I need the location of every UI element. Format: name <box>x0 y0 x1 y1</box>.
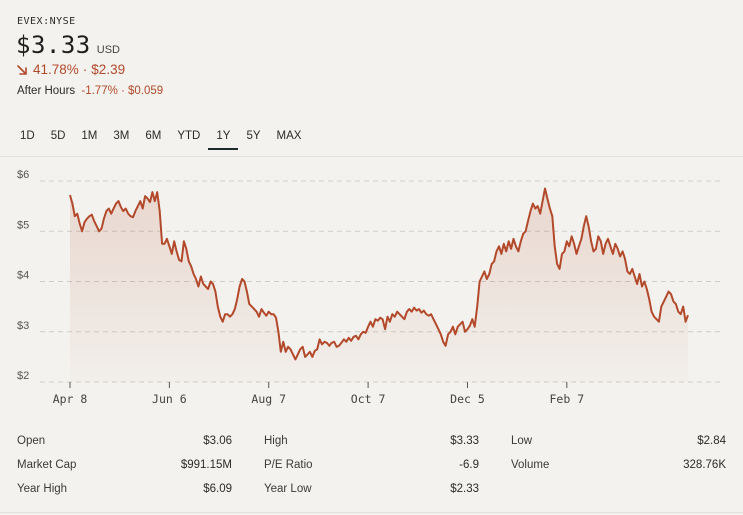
stat-label: Open <box>17 435 46 447</box>
y-tick-label: $2 <box>17 370 29 382</box>
tab-ytd[interactable]: YTD <box>177 130 201 142</box>
tab-1m[interactable]: 1M <box>81 130 98 142</box>
price-chart[interactable]: $6 $5 $4 $3 $2 Apr 8 Jun 6 Aug 7 Oct 7 Dec 5 Feb … <box>0 160 743 415</box>
stat-market-cap: Market Cap $991.15M <box>17 459 232 471</box>
tab-1y[interactable]: 1Y <box>208 128 239 150</box>
stat-high: High $3.33 <box>264 435 479 447</box>
after-hours: After Hours -1.77% · $0.059 <box>17 85 163 97</box>
stat-year-low: Year Low $2.33 <box>264 483 479 495</box>
range-tabs: 1D 5D 1M 3M 6M YTD 1Y 5Y MAX <box>12 128 309 150</box>
x-tick-label: Dec 5 <box>450 392 485 406</box>
stat-value: $991.15M <box>180 459 232 471</box>
tab-3m[interactable]: 3M <box>113 130 130 142</box>
arrow-down-right-icon <box>17 64 27 75</box>
x-tick-label: Jun 6 <box>152 392 187 406</box>
tabs-divider <box>0 156 743 157</box>
bottom-divider <box>0 512 743 513</box>
stats-row: Year High $6.09 Year Low $2.33 <box>17 477 726 501</box>
stat-label: Low <box>511 435 533 447</box>
stat-value: $2.33 <box>450 483 479 495</box>
price-area-fill <box>70 188 688 382</box>
stats-row: Open $3.06 High $3.33 Low $2.84 <box>17 429 726 453</box>
currency-label: USD <box>96 44 120 56</box>
price-change: 41.78% · $2.39 <box>16 62 125 77</box>
tab-6m[interactable]: 6M <box>145 130 162 142</box>
stat-label: P/E Ratio <box>264 459 313 471</box>
x-tick-label: Apr 8 <box>53 392 88 406</box>
after-hours-label: After Hours <box>17 85 76 97</box>
x-tick-label: Oct 7 <box>351 392 386 406</box>
y-tick-label: $3 <box>17 320 29 332</box>
y-tick-label: $6 <box>17 169 29 181</box>
after-hours-change: -1.77% · $0.059 <box>81 85 164 97</box>
stat-volume: Volume 328.76K <box>511 459 726 471</box>
stat-low: Low $2.84 <box>511 435 726 447</box>
y-tick-label: $4 <box>17 270 29 282</box>
tab-5y[interactable]: 5Y <box>246 130 261 142</box>
tab-max[interactable]: MAX <box>276 130 302 142</box>
change-percent: 41.78% <box>33 62 79 77</box>
stat-open: Open $3.06 <box>17 435 232 447</box>
price-row: $3.33 USD <box>16 31 120 59</box>
stat-label: High <box>264 435 288 447</box>
y-tick-label: $5 <box>17 219 29 231</box>
stats-row: Market Cap $991.15M P/E Ratio -6.9 Volum… <box>17 453 726 477</box>
x-tick-label: Aug 7 <box>251 392 286 406</box>
stat-year-high: Year High $6.09 <box>17 483 232 495</box>
change-amount: $2.39 <box>91 62 126 77</box>
stat-value: $3.33 <box>450 435 479 447</box>
stat-value: $3.06 <box>203 435 232 447</box>
price-line <box>69 187 689 361</box>
stat-value: $2.84 <box>697 435 726 447</box>
change-separator: · <box>82 62 88 77</box>
x-tick-label: Feb 7 <box>550 392 585 406</box>
current-price: $3.33 <box>16 31 91 59</box>
ticker-symbol: EVEX:NYSE <box>17 16 76 27</box>
stat-value: 328.76K <box>683 459 726 471</box>
stat-label: Volume <box>511 459 550 471</box>
tab-1d[interactable]: 1D <box>20 130 35 142</box>
stat-label: Year High <box>17 483 68 495</box>
tab-5d[interactable]: 5D <box>50 130 66 142</box>
stat-label: Market Cap <box>17 459 77 471</box>
stats-table: Open $3.06 High $3.33 Low $2.84 Market C… <box>17 429 726 501</box>
stat-value: -6.9 <box>459 459 479 471</box>
stat-value: $6.09 <box>203 483 232 495</box>
stat-label: Year Low <box>264 483 312 495</box>
stat-pe-ratio: P/E Ratio -6.9 <box>264 459 479 471</box>
